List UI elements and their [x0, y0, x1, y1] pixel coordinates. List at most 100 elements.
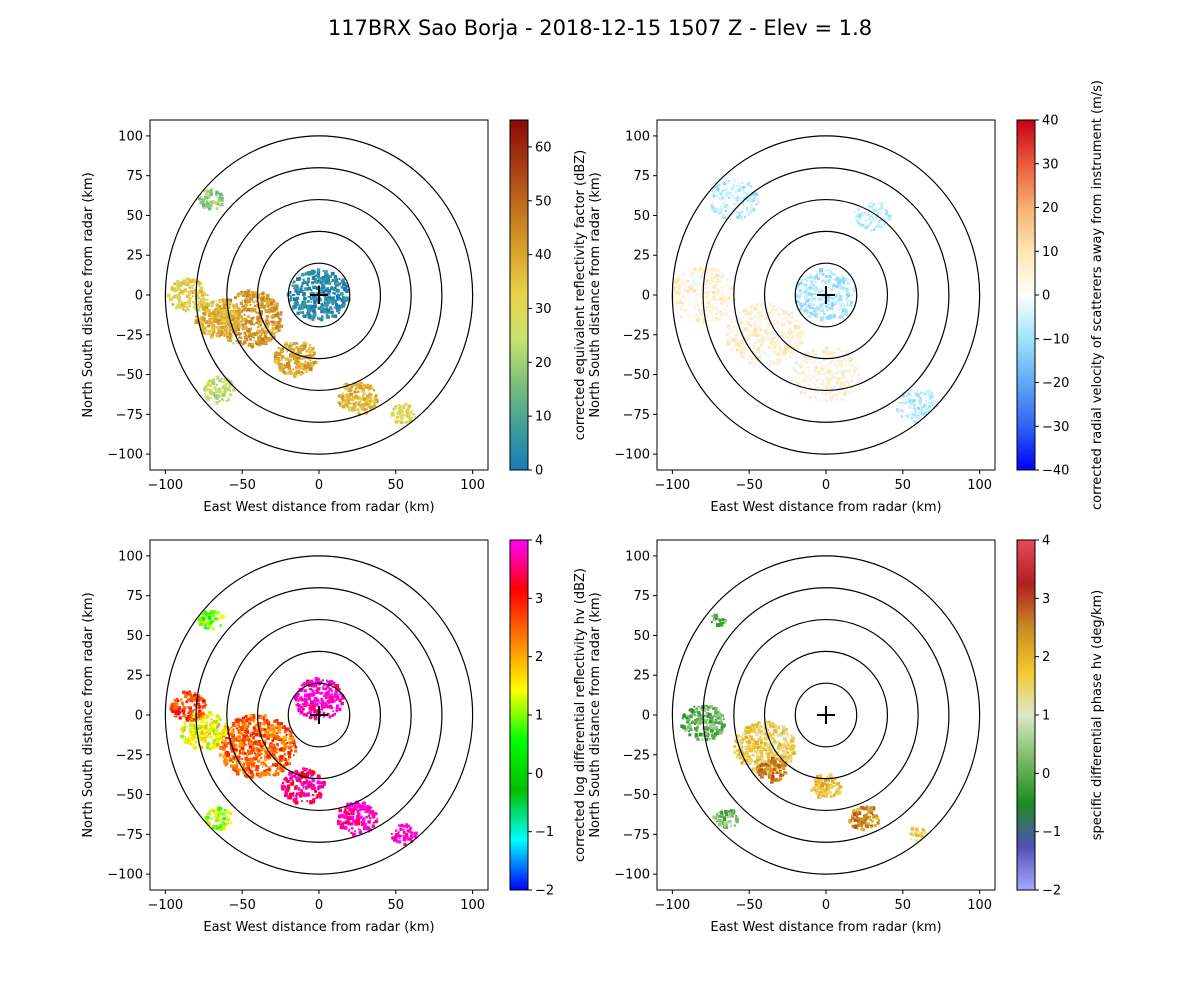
- echo-gate: [260, 319, 264, 324]
- echo-gate: [832, 314, 836, 318]
- echo-gate: [726, 333, 729, 336]
- echo-gate: [286, 365, 290, 369]
- echo-gate: [302, 300, 307, 305]
- y-tick-label: −100: [614, 448, 650, 463]
- echo-gate: [837, 347, 841, 351]
- echo-gate: [235, 761, 239, 764]
- echo-gate: [705, 286, 708, 289]
- echo-gate: [274, 359, 278, 364]
- echo-gate: [827, 269, 830, 272]
- echo-gate: [799, 371, 804, 375]
- echo-gate: [711, 314, 714, 317]
- echo-gate: [768, 321, 772, 325]
- echo-gate: [718, 282, 722, 286]
- echo-gate: [257, 732, 260, 735]
- echo-gate: [311, 689, 315, 693]
- echo-gate: [794, 375, 798, 380]
- echo-gate: [740, 340, 745, 344]
- echo-gate: [833, 311, 837, 315]
- echo-gate: [702, 301, 707, 306]
- echo-gate: [240, 738, 244, 742]
- echo-gate: [309, 308, 312, 311]
- echo-gate: [361, 394, 364, 397]
- echo-gate: [279, 770, 282, 772]
- echo-gate: [308, 343, 312, 347]
- echo-gate: [319, 280, 324, 285]
- echo-gate: [339, 691, 343, 695]
- echo-gate: [338, 707, 342, 712]
- echo-gate: [232, 326, 236, 330]
- echo-gate: [248, 291, 251, 294]
- echo-gate: [408, 416, 411, 420]
- echo-gate: [348, 409, 351, 412]
- echo-gate: [737, 188, 742, 193]
- echo-gate: [354, 387, 357, 390]
- echo-gate: [833, 301, 838, 306]
- echo-gate: [248, 294, 251, 297]
- echo-gate: [307, 285, 310, 288]
- echo-gate: [716, 308, 719, 310]
- echo-gate: [333, 275, 338, 279]
- echo-gate: [704, 285, 709, 289]
- echo-gate: [206, 204, 210, 209]
- echo-gate: [842, 295, 847, 299]
- echo-gate: [202, 298, 206, 302]
- echo-gate: [326, 289, 331, 293]
- echo-gate: [392, 407, 396, 411]
- echo-gate: [804, 356, 809, 361]
- echo-gate: [279, 364, 282, 367]
- echo-gate: [246, 761, 250, 766]
- echo-gate: [695, 297, 699, 301]
- echo-gate: [263, 299, 267, 303]
- echo-gate: [333, 692, 337, 695]
- echo-gate: [839, 278, 843, 282]
- echo-gate: [689, 284, 694, 289]
- echo-gate: [804, 289, 808, 292]
- echo-gate: [689, 312, 693, 316]
- echo-gate: [819, 271, 822, 275]
- echo-gate: [688, 275, 693, 279]
- echo-gate: [394, 419, 399, 424]
- x-tick-label: 50: [388, 478, 405, 493]
- echo-gate: [715, 194, 718, 197]
- echo-gate: [230, 327, 234, 331]
- echo-gate: [757, 309, 760, 312]
- echo-gate: [227, 386, 231, 389]
- echo-gate: [297, 692, 300, 696]
- echo-gate: [236, 340, 240, 344]
- echo-gate: [826, 362, 830, 366]
- echo-gate: [825, 275, 828, 278]
- echo-gate: [215, 388, 219, 393]
- echo-gate: [314, 677, 319, 681]
- echo-gate: [284, 357, 288, 361]
- echo-gate: [260, 732, 263, 735]
- echo-gate: [808, 396, 812, 400]
- echo-gate: [810, 351, 814, 355]
- echo-gate: [201, 317, 206, 322]
- echo-gate: [742, 322, 747, 327]
- echo-gate: [709, 268, 713, 272]
- echo-gate: [270, 304, 272, 307]
- echo-region: [293, 677, 345, 721]
- echo-gate: [312, 348, 315, 351]
- echo-gate: [738, 196, 742, 201]
- echo-gate: [210, 397, 213, 400]
- echo-gate: [746, 312, 749, 315]
- echo-gate: [288, 762, 292, 766]
- echo-gate: [750, 186, 754, 190]
- echo-gate: [268, 745, 273, 749]
- echo-gate: [883, 222, 886, 226]
- echo-gate: [731, 287, 734, 290]
- echo-gate: [846, 371, 849, 373]
- echo-gate: [219, 746, 222, 750]
- echo-gate: [731, 285, 734, 288]
- echo-gate: [726, 338, 729, 341]
- echo-gate: [693, 282, 698, 287]
- echo-gate: [247, 771, 251, 774]
- echo-gate: [266, 726, 271, 730]
- echo-gate: [910, 416, 914, 420]
- echo-gate: [793, 380, 797, 384]
- echo-gate: [813, 390, 817, 394]
- echo-gate: [246, 300, 249, 302]
- echo-gate: [194, 735, 198, 739]
